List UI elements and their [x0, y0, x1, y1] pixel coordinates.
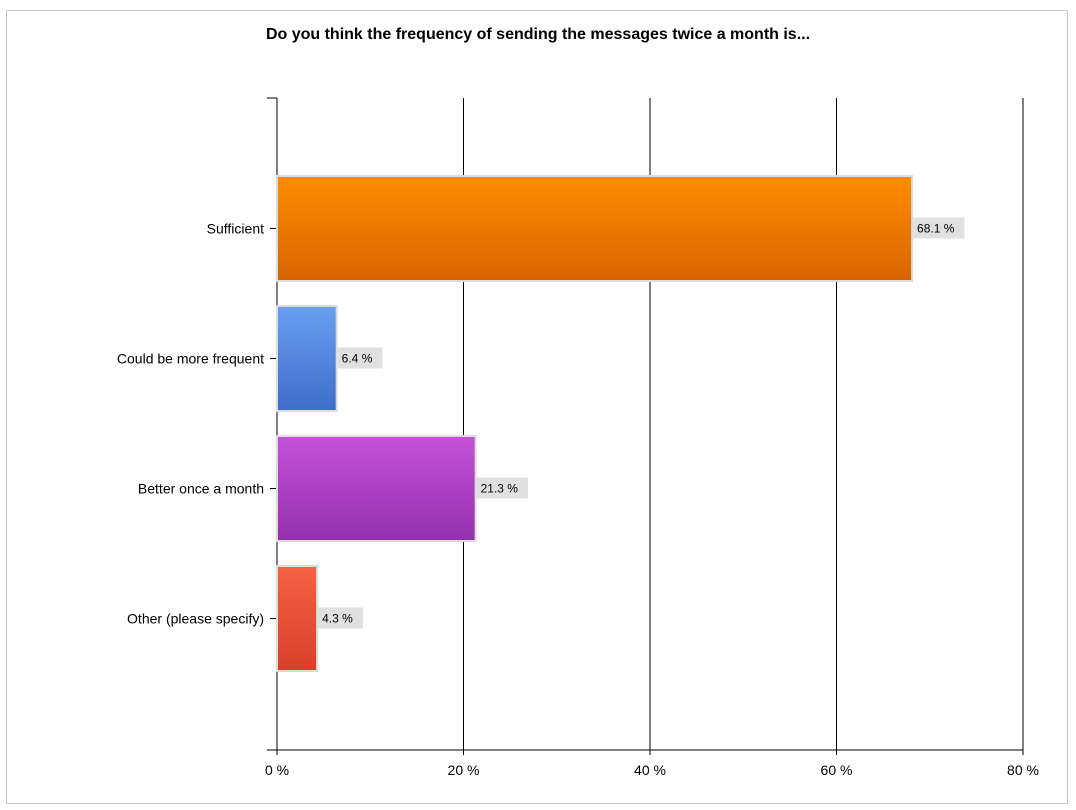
data-label: 4.3 % [322, 612, 353, 626]
category-label: Other (please specify) [127, 611, 264, 627]
data-label: 6.4 % [342, 352, 373, 366]
chart-title: Do you think the frequency of sending th… [265, 26, 811, 43]
data-label-background [337, 347, 383, 369]
x-tick-label: 0 % [265, 762, 289, 778]
data-label-background [913, 217, 965, 239]
data-label: 68.1 % [917, 222, 955, 236]
x-tick-label: 40 % [634, 762, 666, 778]
x-tick-label: 20 % [448, 762, 480, 778]
x-tick-label: 60 % [821, 762, 853, 778]
bar-0 [276, 175, 914, 282]
chart-frame [6, 10, 1068, 804]
data-label: 21.3 % [481, 482, 519, 496]
bar-3 [276, 565, 319, 672]
bar-2 [276, 435, 477, 542]
x-tick-label: 80 % [1007, 762, 1039, 778]
data-label-background [476, 477, 528, 499]
category-label: Could be more frequent [117, 351, 264, 367]
category-label: Sufficient [207, 221, 264, 237]
category-label: Better once a month [138, 481, 264, 497]
bar-1 [276, 305, 338, 412]
data-label-background [318, 607, 363, 629]
